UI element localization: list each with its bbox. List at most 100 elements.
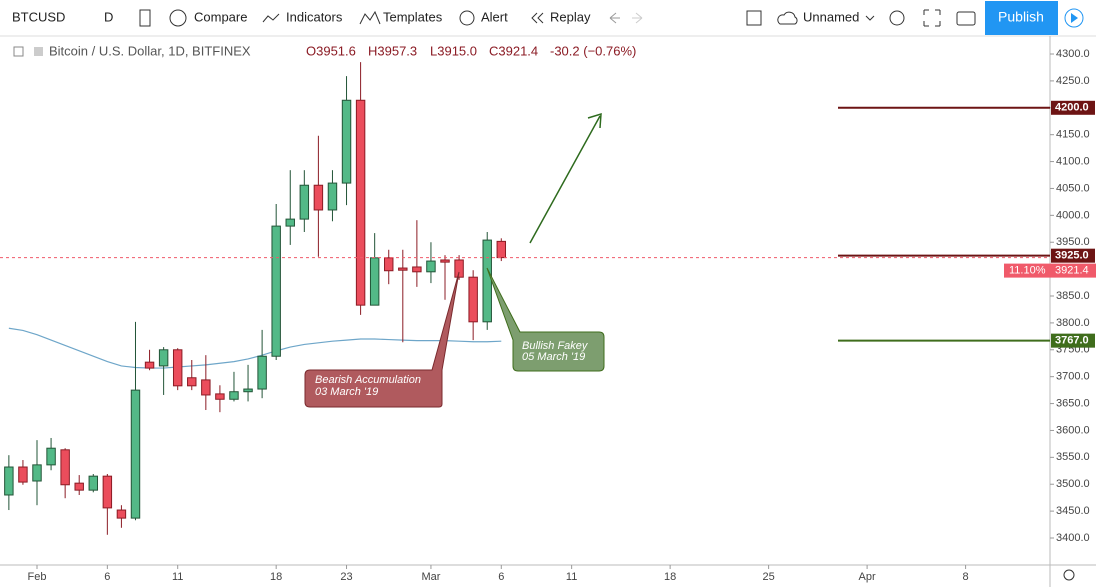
undo-icon[interactable] — [609, 12, 620, 24]
level-label: 4200.0 — [1055, 102, 1089, 114]
chart-title: Bitcoin / U.S. Dollar, 1D, BITFINEX — [49, 43, 251, 58]
level-label-bg — [1051, 248, 1095, 263]
candle-body — [454, 259, 464, 278]
x-tick-label: 11 — [172, 571, 183, 583]
annotation-title: Bearish Accumulation — [315, 374, 421, 386]
candle-body — [4, 466, 14, 496]
y-tick-label: 3700.0 — [1056, 371, 1090, 383]
candle-body — [158, 349, 169, 367]
bearish-callout — [304, 271, 460, 408]
compare-icon — [169, 9, 187, 27]
y-tick-label: 4050.0 — [1056, 182, 1090, 194]
candle-body — [496, 240, 507, 259]
candle-body — [313, 184, 324, 211]
publish-button[interactable] — [985, 1, 1058, 35]
candle-body — [46, 447, 56, 466]
indicators-icon — [262, 13, 280, 23]
candle-body — [60, 449, 70, 486]
alert-icon — [459, 10, 475, 26]
annotation-date: 05 March '19 — [522, 351, 585, 363]
replay[interactable]: Replay — [550, 9, 591, 24]
candle-body — [285, 218, 295, 227]
last-price-change: 11.10% — [1009, 265, 1046, 277]
candle-body — [32, 464, 42, 482]
level-label: 3767.0 — [1055, 335, 1089, 347]
y-tick-label: 3600.0 — [1056, 424, 1090, 436]
templates[interactable]: Templates — [383, 9, 443, 24]
axis-settings[interactable] — [1063, 569, 1075, 581]
candle-body — [468, 276, 478, 323]
last-price-label: 3921.4 — [1055, 265, 1089, 277]
templates-icon — [359, 10, 381, 25]
level-label-bg — [1051, 333, 1095, 348]
x-tick-label: 8 — [963, 571, 969, 583]
y-tick-label: 3650.0 — [1056, 397, 1090, 409]
layout-name[interactable]: Unnamed — [803, 9, 859, 24]
cloud-icon — [777, 11, 798, 25]
candle-body — [130, 389, 141, 519]
x-tick-label: 18 — [270, 571, 282, 583]
y-tick-label: 4250.0 — [1056, 75, 1090, 87]
y-tick-label: 4000.0 — [1056, 209, 1090, 221]
level-label: 3925.0 — [1055, 250, 1089, 262]
candle-body — [116, 509, 127, 519]
fullscreen-icon[interactable] — [923, 9, 941, 27]
legend-expand[interactable] — [13, 46, 24, 57]
ohlc-low: L3915.0 — [430, 43, 477, 58]
y-tick-label: 3450.0 — [1056, 505, 1090, 517]
y-tick-label: 3800.0 — [1056, 317, 1090, 329]
candle-body — [144, 361, 155, 369]
settings-icon[interactable] — [889, 10, 905, 26]
chart-style-icon[interactable] — [139, 9, 151, 27]
x-tick-label: Feb — [28, 571, 47, 583]
y-tick-label: 3850.0 — [1056, 290, 1090, 302]
candle-body — [440, 259, 450, 263]
publish-label[interactable]: Publish — [998, 9, 1044, 25]
interval[interactable]: D — [104, 9, 113, 24]
indicators[interactable]: Indicators — [286, 9, 343, 24]
compare[interactable]: Compare — [194, 9, 247, 24]
candle-body — [257, 355, 267, 390]
annotation-date: 03 March '19 — [315, 386, 378, 398]
candle-body — [327, 182, 338, 211]
candle-body — [18, 466, 28, 483]
y-tick-label: 3500.0 — [1056, 478, 1090, 490]
dropdown-icon[interactable] — [865, 15, 875, 21]
bullish-callout — [486, 267, 605, 372]
candle-body — [172, 349, 183, 387]
ohlc-change: -30.2 (−0.76%) — [550, 43, 636, 58]
plot: 3400.0 3450.0 3500.0 3550.0 3600.0 3650.0 3700… — [0, 48, 1096, 583]
checkbox[interactable] — [746, 10, 762, 26]
candle-body — [482, 239, 492, 323]
toolbar: BTCUSD D Compare Indicators Templates Al… — [0, 1, 1096, 37]
stream-icon[interactable] — [1064, 8, 1084, 28]
y-tick-label: 3550.0 — [1056, 451, 1090, 463]
redo-icon[interactable] — [632, 12, 643, 24]
candle-body — [271, 225, 281, 357]
annotation-title: Bullish Fakey — [522, 340, 589, 352]
symbol[interactable]: BTCUSD — [12, 9, 65, 24]
ohlc-open: O3951.6 — [306, 43, 356, 58]
candle-body — [398, 267, 408, 271]
y-tick-label: 3950.0 — [1056, 236, 1090, 248]
snapshot-icon[interactable] — [956, 11, 976, 26]
y-tick-label: 3400.0 — [1056, 532, 1090, 544]
moving-average — [8, 327, 502, 369]
y-tick-label: 4100.0 — [1056, 155, 1090, 167]
candle-body — [187, 377, 197, 387]
y-tick-label: 4150.0 — [1056, 129, 1090, 141]
y-tick-label: 4300.0 — [1056, 48, 1090, 60]
candle-body — [369, 257, 380, 306]
alert[interactable]: Alert — [481, 9, 508, 24]
x-tick-label: 11 — [566, 571, 577, 583]
arrow — [529, 112, 602, 244]
level-label-bg — [1051, 100, 1095, 115]
x-tick-label: 6 — [104, 571, 110, 583]
candle-body — [243, 388, 253, 393]
x-tick-label: 23 — [340, 571, 352, 583]
candle-body — [384, 257, 394, 272]
last-price-bg — [1004, 263, 1096, 278]
candle-body — [426, 260, 436, 273]
x-tick-label: Apr — [859, 571, 876, 583]
